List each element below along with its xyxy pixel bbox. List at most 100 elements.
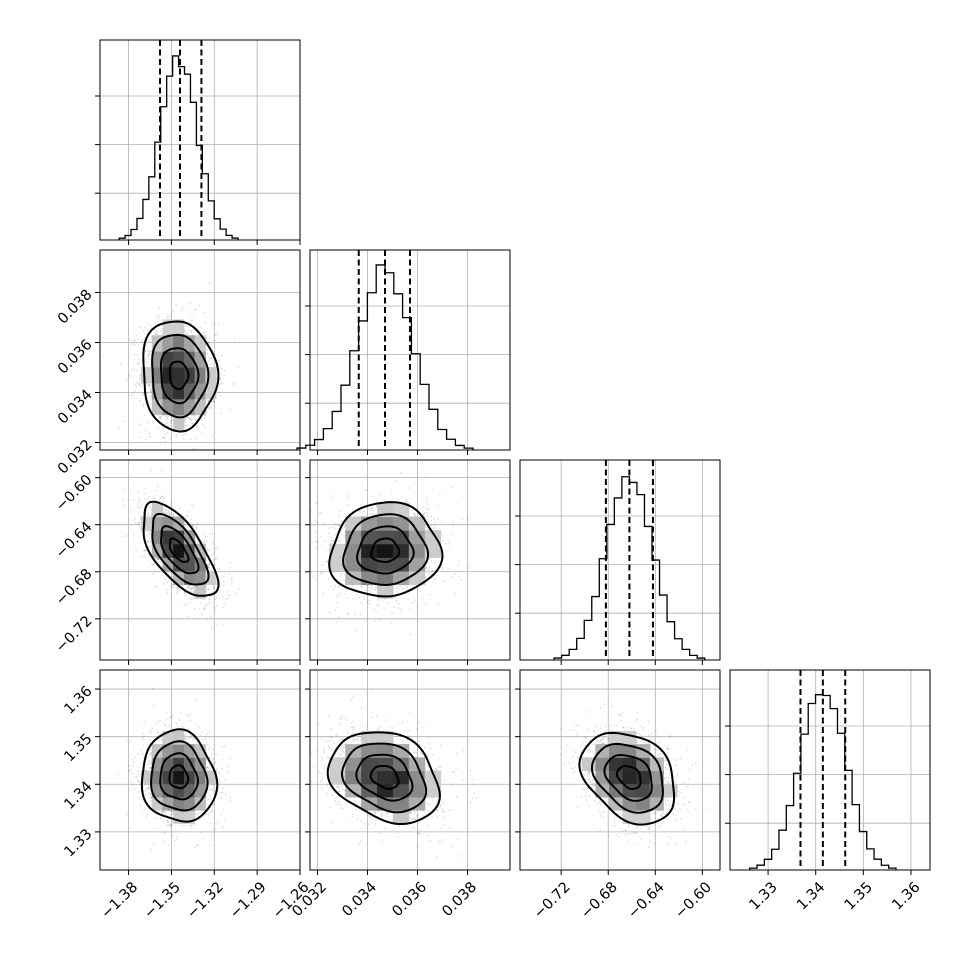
sample-point [336,605,339,608]
sample-point [166,582,169,584]
contour-lines [142,320,220,433]
sample-point [340,530,343,532]
sample-point [222,584,225,587]
sample-point [205,336,208,339]
sample-point [193,608,196,610]
panel-frame [729,669,931,871]
sample-point [191,504,194,507]
density-panel-p0-p1 [99,249,301,451]
sample-point [197,523,199,526]
sample-point [224,370,226,372]
sample-point [340,520,343,523]
density-cell [162,335,174,352]
sample-point [143,549,145,552]
sample-point [457,564,460,567]
sample-point [185,324,188,327]
sample-point [212,584,214,587]
sample-point [172,514,175,517]
sample-point [215,556,218,559]
sample-point [436,518,439,521]
sample-point [169,513,172,515]
sample-point [330,526,333,529]
sample-point [213,552,215,555]
sample-point [193,414,196,417]
sample-point [208,532,211,535]
sample-point [219,377,222,380]
sample-point [172,512,175,515]
contour-0.5-sigma [168,537,190,563]
density-cell [162,530,174,545]
sample-point [343,579,346,582]
sample-point [157,558,160,561]
sample-point [358,510,361,513]
density-cell [151,530,163,545]
sample-point [153,496,156,499]
sample-point [190,521,193,524]
density-cell [194,367,206,384]
sample-point [320,573,323,576]
density-cell [162,367,174,384]
sample-point [198,542,200,545]
sample-point [210,358,213,360]
sample-point [405,585,408,588]
sample-point [206,564,209,567]
sample-point [162,429,165,432]
sample-point [220,381,223,384]
sample-point [138,325,141,328]
sample-point [197,428,200,431]
sample-point [318,512,321,515]
sample-point [153,571,156,573]
sample-point [220,797,223,800]
sample-point [146,323,149,325]
sample-point [334,585,337,588]
sample-point [187,720,190,722]
sample-point [134,521,137,524]
sample-point [413,512,416,515]
sample-point [165,416,168,418]
density-cell [151,367,163,384]
sample-point [220,412,222,414]
sample-point [165,512,167,514]
sample-point [145,509,148,512]
sample-point [182,438,185,440]
sample-point [355,593,357,595]
sample-point [201,431,204,434]
sample-point [190,330,193,333]
sample-point [195,426,198,428]
sample-point [153,568,156,571]
sample-point [162,436,165,439]
sample-point [163,511,166,514]
sample-point [450,533,452,535]
density-cell [194,543,206,558]
sample-point [191,329,193,331]
sample-point [219,369,221,372]
sample-point [437,603,440,606]
sample-point [204,316,207,318]
sample-point [148,358,151,360]
sample-point [399,585,402,588]
sample-point [188,601,191,604]
sample-point [328,532,330,535]
sample-point [428,571,430,574]
sample-point [184,424,187,427]
sample-point [414,514,417,517]
density-cell [151,382,163,400]
panel-frame [99,249,301,451]
contour-1.5-sigma [151,512,210,586]
sample-point [202,424,205,427]
sample-point [441,521,444,524]
sample-point [422,506,425,509]
sample-point [204,535,207,538]
sample-point [166,417,169,420]
sample-point [328,539,330,542]
sample-point [210,616,212,619]
sample-point [184,330,187,333]
sample-point [181,305,184,308]
sample-point [221,354,224,357]
sample-point [206,548,209,551]
density-cell [141,367,153,384]
density-cell [361,543,378,558]
density-cell [173,319,185,336]
sample-point [194,541,197,544]
sample-point [139,506,142,509]
